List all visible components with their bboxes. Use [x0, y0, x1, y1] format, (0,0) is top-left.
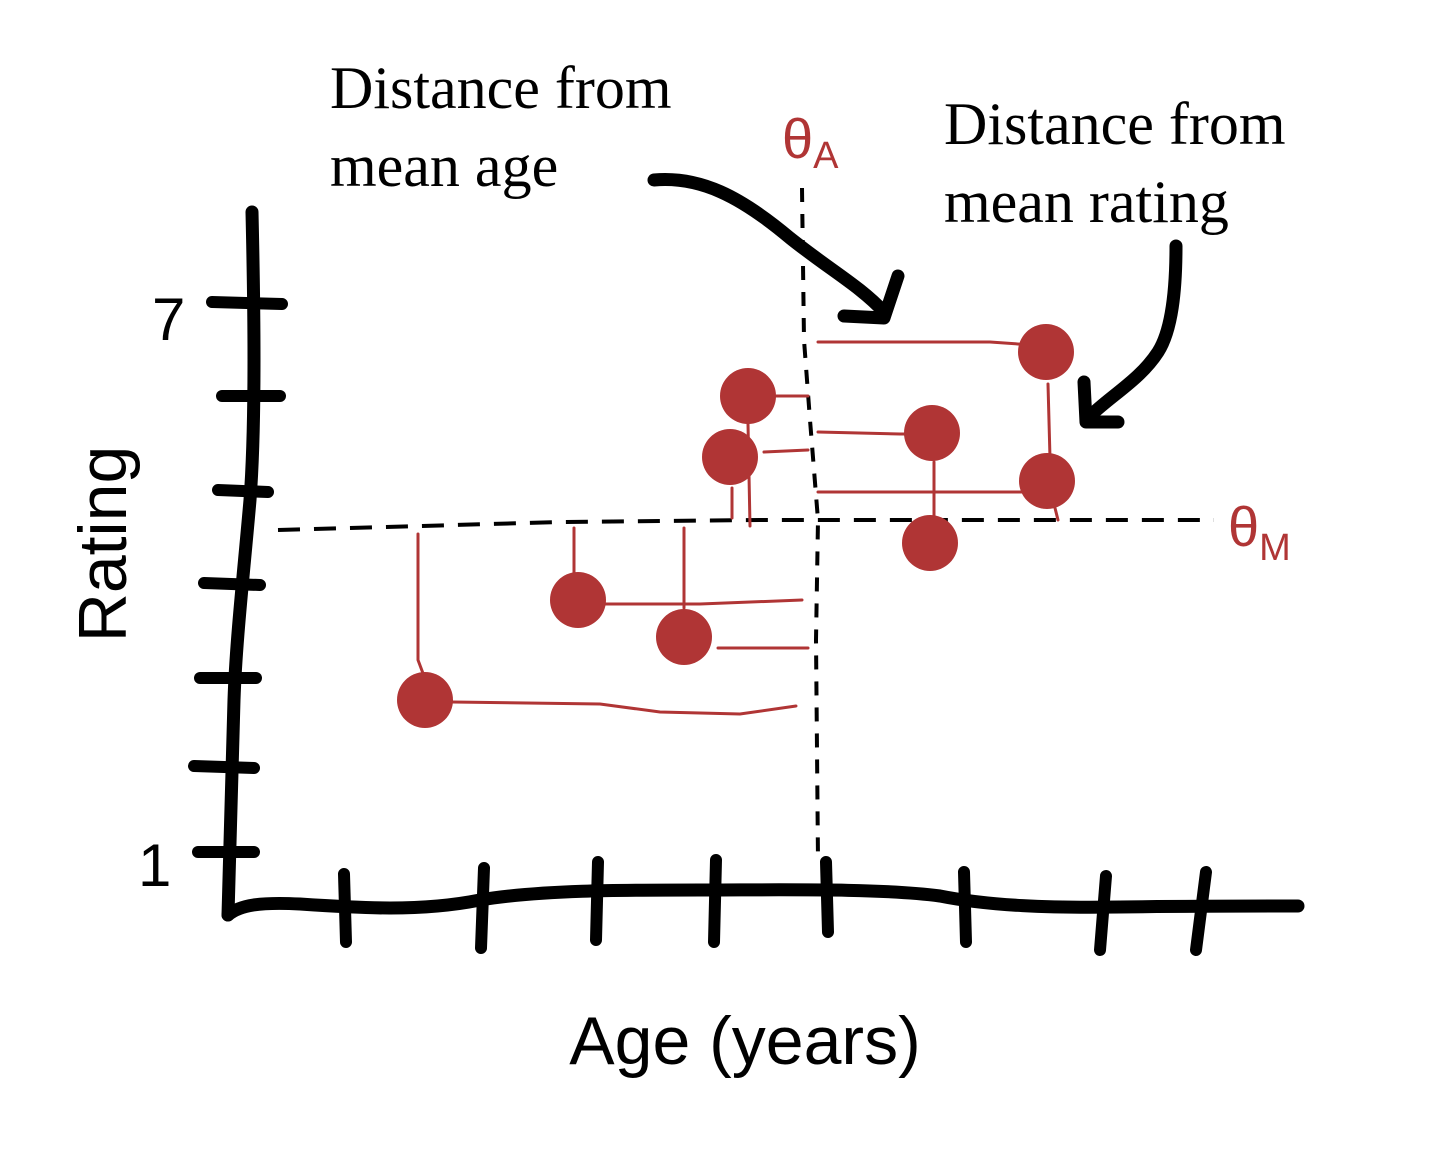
data-point	[656, 609, 712, 665]
annotation-mean-age-line2: mean age	[330, 133, 558, 199]
distance-lines	[416, 340, 1060, 716]
arrow-mean-rating	[1077, 239, 1183, 429]
y-tick	[206, 296, 288, 310]
x-tick	[590, 856, 604, 946]
data-point	[702, 429, 758, 485]
data-point	[1019, 453, 1075, 509]
arrow-mean-rating-head	[1077, 375, 1125, 429]
x-tick	[820, 856, 834, 938]
age-distance-line	[762, 448, 810, 454]
age-distance-line	[816, 340, 1048, 348]
arrow-mean-age-shaft	[647, 173, 891, 319]
y-tick-label-bottom: 1	[138, 832, 171, 899]
x-axis-label: Age (years)	[569, 1003, 920, 1079]
annotation-mean-rating-line2: mean rating	[944, 169, 1229, 235]
x-tick	[958, 866, 972, 948]
age-distance-line	[598, 598, 804, 606]
theta-a-symbol: θ	[782, 107, 813, 170]
y-tick	[212, 484, 274, 498]
data-point	[720, 368, 776, 424]
y-tick-label-top: 7	[152, 286, 185, 353]
data-points	[397, 324, 1075, 728]
x-tick	[1094, 870, 1112, 956]
y-axis-ticks	[188, 296, 288, 858]
x-tick	[708, 854, 722, 948]
data-point	[1018, 324, 1074, 380]
rating-distance-line	[1046, 382, 1052, 460]
x-axis-ticks	[338, 854, 1212, 956]
theta-a-subscript: A	[813, 135, 839, 177]
arrow-mean-rating-shaft	[1081, 239, 1183, 425]
theta-m-label: θM	[1228, 495, 1291, 569]
y-axis-label: Rating	[65, 446, 141, 643]
mean-age-line	[800, 187, 821, 861]
rating-distance-line	[416, 532, 426, 678]
arrow-mean-age-head	[837, 269, 905, 325]
x-tick	[475, 862, 490, 954]
theta-a-label: θA	[782, 107, 839, 177]
x-tick	[338, 868, 352, 948]
theta-m-subscript: M	[1259, 527, 1291, 569]
data-point	[904, 405, 960, 461]
x-axis-line	[221, 883, 1305, 922]
y-tick	[188, 760, 260, 774]
age-distance-line	[450, 700, 798, 716]
data-point	[550, 572, 606, 628]
y-tick	[198, 577, 266, 591]
data-point	[397, 672, 453, 728]
x-tick	[1190, 866, 1212, 956]
theta-m-symbol: θ	[1228, 495, 1259, 558]
arrow-mean-age	[647, 173, 905, 325]
mean-rating-line	[277, 518, 1214, 532]
annotation-mean-rating-line1: Distance from	[944, 91, 1286, 157]
y-axis-line	[221, 205, 261, 922]
annotation-mean-age-line1: Distance from	[330, 55, 672, 121]
data-point	[902, 515, 958, 571]
